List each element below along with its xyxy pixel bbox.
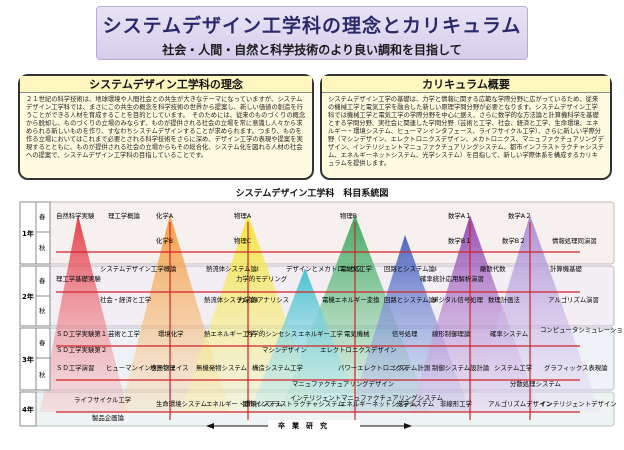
subject-label: 力学的アナリシス (238, 295, 289, 304)
subject-labels: 自然科学実験 理工学概論 化学A 物理A 物理B 数学A１ 数学A２ 化学B 物… (56, 211, 624, 422)
subject-label: 数理計画法 (488, 295, 521, 304)
page-title: システムデザイン工学科の理念とカリキュラム (102, 15, 522, 37)
subject-label: 回路とシステム論Ⅱ (384, 295, 438, 304)
subject-label: 電磁気工学 (340, 264, 373, 273)
philosophy-body: ２１世紀の科学技術は、地球環境や人間社会との共生が大きなテーマになっていますが、… (26, 96, 306, 160)
subject-label: システム工学 (494, 363, 533, 372)
page-subtitle: 社会・人間・自然と科学技術のより良い調和を目指して (162, 43, 462, 57)
subject-label: マニュファクチュアリングデザイン (292, 379, 394, 388)
subject-label: 回路とシステム論Ⅰ (384, 264, 437, 273)
subject-label: 熱流体システム論Ⅰ (206, 264, 259, 273)
year4-label: 4年 (22, 405, 34, 414)
subject-label: システム計測 (392, 363, 430, 372)
subject-label: 熱流体システム論Ⅱ (204, 295, 258, 304)
subject-label: 非線形工学 (440, 399, 473, 408)
subject-label: インテリジェントマニュファクチュアリングシステム (290, 393, 443, 402)
subject-label: 電気機械 (344, 329, 370, 338)
graduation-research-label: 卒 業 研 究 (278, 421, 327, 430)
subject-label: 物理A (234, 211, 252, 220)
subject-label: エネルギー・環境システム (206, 399, 283, 408)
subject-label: 物理B (340, 211, 357, 220)
subject-label: エネルギーネットシステム (340, 400, 417, 408)
year1-label: 1年 (22, 229, 34, 238)
subject-label: システムデザイン工学概論 (100, 264, 177, 273)
year1-spring: 春 (39, 212, 46, 221)
subject-label: エレクトロニクスデザイン (320, 345, 397, 354)
subject-label: 線形制御理論 (432, 329, 471, 338)
year3-autumn: 秋 (39, 370, 46, 379)
subject-label: 電機エネルギー変換 (322, 295, 380, 304)
subject-label: 信号処理 (392, 329, 418, 338)
subject-label: コンピュータシミュレーション (540, 325, 624, 334)
subject-label: 熱エネルギー工学 (204, 329, 256, 338)
subject-label: ＳＤ工学実験第２ (56, 345, 107, 354)
subject-label: インテリジェントデザイン (540, 399, 617, 408)
year3-label: 3年 (22, 355, 34, 364)
subject-label: 数学B１ (448, 236, 472, 245)
year-labels: 1年 春 秋 2年 春 秋 3年 春 秋 4年 (19, 201, 51, 427)
graduation-research-arrow: 卒 業 研 究 (206, 420, 412, 430)
subject-label: 離散代数 (480, 264, 506, 273)
subject-label: 理工学基礎実験 (56, 274, 101, 283)
year1-autumn: 秋 (39, 243, 46, 252)
subject-label: 都市インフラストラクチャシステム (242, 399, 344, 408)
connector-lines (56, 222, 580, 420)
curriculum-panel: カリキュラム概要 システムデザイン工学の基礎は、力学と情報に関する広範な学際分野… (320, 74, 612, 180)
subject-label: 地圏物理 (150, 363, 176, 372)
subject-label: 数学B２ (502, 236, 526, 245)
subject-label: ライフサイクル工学 (74, 395, 132, 404)
subject-label: 制御システム設計論 (432, 363, 490, 372)
subject-label: 確率統計応用解析演習 (420, 274, 484, 283)
subject-label: ＳＤ工学実験第１ (56, 329, 107, 338)
subject-label: 力学的モデリング (236, 274, 288, 283)
subject-label: アルゴリズム演習 (548, 295, 599, 304)
subject-label: 力学的シンセシス (246, 329, 297, 338)
subject-label: エネルギー工学 (298, 329, 343, 338)
subject-label: 生命環境システム (156, 399, 207, 408)
year2-spring: 春 (39, 276, 46, 285)
subject-label: パワーエレクトロニクス (338, 364, 408, 372)
subject-label: 理工学概論 (108, 211, 141, 220)
subject-label: デザインとメカトロニクス (286, 264, 363, 273)
year2-label: 2年 (22, 292, 34, 301)
subject-label: 物理C (234, 236, 252, 245)
subject-label: 確率システム (490, 329, 528, 338)
subject-label: マシンデザイン (262, 345, 307, 354)
mountain-violet (470, 215, 600, 412)
subject-label: 環境化学 (158, 329, 184, 338)
year2-autumn: 秋 (39, 306, 46, 315)
subject-label: 計算機基礎 (550, 264, 583, 273)
subject-label: 社会・経済と工学 (100, 295, 152, 304)
subject-label: グラフィックス表現論 (544, 363, 608, 372)
subject-label: 自然科学実験 (56, 211, 95, 220)
subject-label: 化学A (156, 211, 174, 220)
subject-label: 無機発物システム (196, 363, 247, 372)
mountain-red (40, 215, 128, 412)
subject-label: 光学システム (396, 399, 434, 408)
subject-label: ＳＤ工学演習 (56, 363, 94, 372)
subject-label: 構造システム工学 (252, 363, 304, 372)
curriculum-body: システムデザイン工学の基礎は、力学と情報に関する広範な学際分野に広がっているため… (328, 96, 604, 168)
subject-label: 分散処理システム (510, 379, 561, 388)
subject-label: 製品企画論 (92, 413, 125, 422)
subject-label: 情報処理同演習 (552, 236, 597, 245)
curriculum-title: カリキュラム概要 (322, 76, 610, 93)
philosophy-panel: システムデザイン工学科の理念 ２１世紀の科学技術は、地球環境や人間社会との共生が… (18, 74, 314, 180)
subject-label: 芸術と工学 (108, 329, 141, 338)
subject-label: 化学B (156, 236, 173, 245)
chart-title: システムデザイン工学科 科目系統図 (235, 189, 389, 199)
year3-spring: 春 (39, 338, 46, 347)
subject-label: ヒューマンインターフェイス (106, 363, 189, 372)
subject-label: デジタル信号処理 (432, 295, 484, 304)
mountain-cyan (250, 268, 360, 412)
philosophy-title: システムデザイン工学科の理念 (20, 76, 312, 93)
subject-label: 数学A２ (508, 211, 532, 220)
subject-label: 数学A１ (448, 211, 472, 220)
subject-label: アルゴリズムデザイン (488, 399, 552, 408)
title-banner: システムデザイン工学科の理念とカリキュラム 社会・人間・自然と科学技術のより良い… (96, 6, 528, 60)
